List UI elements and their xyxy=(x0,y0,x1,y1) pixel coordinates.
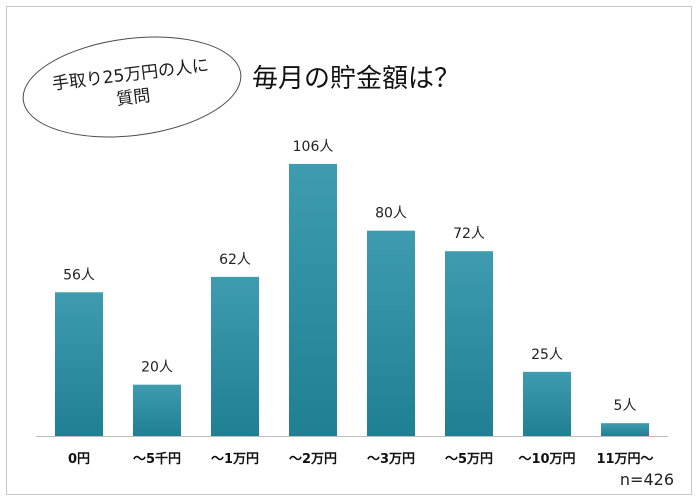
bar-7 xyxy=(601,423,649,436)
data-label-7: 5人 xyxy=(614,398,637,414)
x-tick-label-6: ～10万円 xyxy=(518,452,575,467)
bar-0 xyxy=(55,292,103,436)
data-label-0: 56人 xyxy=(63,267,95,283)
x-tick-label-3: ～2万円 xyxy=(289,452,337,467)
x-tick-label-2: ～1万円 xyxy=(211,452,259,467)
sample-size: n=426 xyxy=(619,470,674,489)
bar-6 xyxy=(523,371,571,436)
x-tick-label-0: 0円 xyxy=(68,452,90,467)
data-label-4: 80人 xyxy=(375,206,407,222)
data-label-2: 62人 xyxy=(219,252,251,268)
data-label-5: 72人 xyxy=(453,226,485,242)
bar-1 xyxy=(133,384,181,436)
bar-3 xyxy=(289,163,337,436)
bar-2 xyxy=(211,276,259,436)
data-label-6: 25人 xyxy=(531,347,563,363)
x-tick-label-4: ～3万円 xyxy=(367,452,415,467)
data-label-1: 20人 xyxy=(141,360,173,376)
bar-4 xyxy=(367,230,415,436)
bar-5 xyxy=(445,251,493,436)
x-tick-label-1: ～5千円 xyxy=(133,451,181,467)
x-tick-label-7: 11万円～ xyxy=(596,452,653,467)
x-tick-label-5: ～5万円 xyxy=(445,452,493,467)
data-label-3: 106人 xyxy=(293,139,334,155)
chart-title: 毎月の貯金額は？ xyxy=(252,64,461,94)
